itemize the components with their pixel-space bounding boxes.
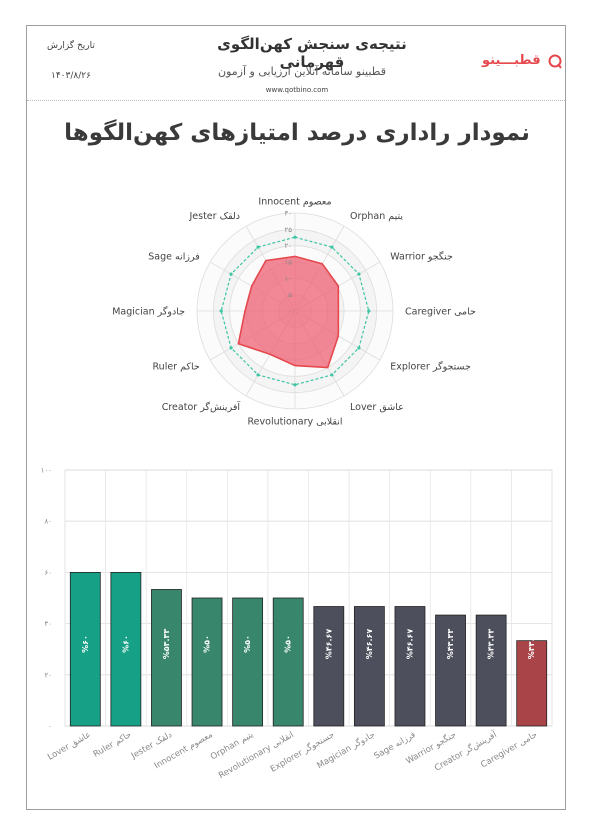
- bar-y-tick: ۰: [48, 723, 52, 731]
- bar-7: [313, 606, 345, 727]
- bar-1: [69, 572, 101, 727]
- bar-value-label: %۴۳.۳۳: [446, 629, 455, 660]
- bar-3: [151, 589, 182, 727]
- radar-axis-label: Jester دلقک: [188, 211, 240, 222]
- radar-tick-label: ۱۰: [284, 275, 292, 283]
- report-title: نتیجه‌ی سنجش کهن‌الگوی قهرمانی: [217, 35, 407, 71]
- bar-value-label: %۵۳.۳۳: [162, 629, 171, 660]
- radar-axis-label: Innocent معصوم: [258, 197, 331, 208]
- bar-value-label: %۴۶.۶۷: [405, 629, 414, 660]
- radar-point: [229, 346, 233, 350]
- radar-axis-label: Sage فرزانه: [148, 252, 200, 263]
- bar-value-label: %۶۰: [81, 635, 90, 653]
- bar-value-label: %۴۳.۳۳: [487, 629, 496, 660]
- bar-value-label: %۶۰: [121, 635, 130, 653]
- bar-y-tick: ۴۰: [44, 620, 52, 628]
- bar-value-label: %۵۰: [243, 635, 252, 653]
- bar-y-tick: ۸۰: [44, 518, 52, 526]
- radar-axis-label: Ruler حاکم: [153, 362, 200, 373]
- bar-9: [394, 606, 426, 727]
- bar-value-label: %۵۰: [203, 635, 212, 653]
- radar-tick-label: ۲۰: [284, 242, 292, 250]
- radar-series-1: [237, 255, 340, 369]
- bar-y-tick: ۲۰: [44, 671, 52, 679]
- radar-tick-label: ۰: [288, 308, 292, 316]
- radar-point: [256, 245, 260, 249]
- bar-6: [272, 597, 304, 727]
- date-label: تاریخ گزارش: [47, 41, 95, 51]
- bar-value-label: %۵۰: [284, 635, 293, 653]
- radar-point: [293, 235, 297, 239]
- bar-category-label: Lover عاشق: [46, 730, 93, 763]
- radar-point: [219, 309, 223, 313]
- radar-point: [367, 309, 371, 313]
- radar-tick-label: ۵: [288, 291, 292, 299]
- header-divider: [27, 100, 565, 101]
- radar-point: [330, 373, 334, 377]
- radar-point: [256, 373, 260, 377]
- bar-y-tick: ۶۰: [44, 569, 52, 577]
- bar-10: [435, 614, 466, 727]
- radar-axis-label: Orphan یتیم: [350, 211, 403, 222]
- report-subtitle: قطبینو سامانه آنلاین ارزیابی و آزمون: [218, 65, 386, 78]
- bar-value-label: %۴۶.۶۷: [365, 629, 374, 660]
- radar-axis-label: Explorer جستجوگر: [390, 361, 471, 373]
- bar-11: [475, 614, 507, 727]
- chart-title: نمودار راداری درصد امتیازهای کهن‌الگوها: [64, 120, 530, 146]
- radar-axis-label: Warrior جنگجو: [390, 251, 453, 263]
- report-date: ۱۴۰۳/۸/۲۶: [51, 71, 91, 81]
- radar-tick-label: ۱۵: [284, 259, 292, 267]
- brand-logo: قطبـــینو: [482, 53, 562, 73]
- radar-axis-label: Lover عاشق: [350, 402, 404, 413]
- radar-point: [357, 346, 361, 350]
- radar-axis-label: Magician جادوگر: [112, 306, 185, 318]
- bar-8: [353, 606, 385, 727]
- bar-y-tick: ۱۰۰: [41, 467, 52, 475]
- radar-point: [293, 383, 297, 387]
- bar-category-label: Revolutionary انقلابی: [217, 730, 296, 781]
- radar-axis-label: Revolutionary انقلابی: [247, 417, 342, 428]
- bar-value-label: %۴۶.۶۷: [324, 629, 333, 660]
- radar-point: [357, 272, 361, 276]
- logo-icon: [548, 54, 562, 69]
- radar-point: [330, 245, 334, 249]
- bar-4: [191, 597, 223, 727]
- bar-12: [516, 640, 548, 727]
- bar-2: [110, 572, 142, 727]
- bar-value-label: %۳۳.۳۳: [527, 629, 536, 660]
- bar-5: [232, 597, 264, 727]
- logo-text: قطبـــینو: [482, 53, 541, 68]
- radar-point: [229, 272, 233, 276]
- radar-tick-label: ۲۵: [284, 226, 292, 234]
- radar-axis-label: Caregiver حامی: [405, 307, 476, 318]
- radar-axis-label: Creator آفرینش‌گر: [162, 400, 241, 413]
- website-url[interactable]: www.qotbino.com: [265, 86, 329, 94]
- bar-category-label: Ruler حاکم: [92, 730, 134, 760]
- radar-tick-label: ۳۰: [284, 210, 292, 218]
